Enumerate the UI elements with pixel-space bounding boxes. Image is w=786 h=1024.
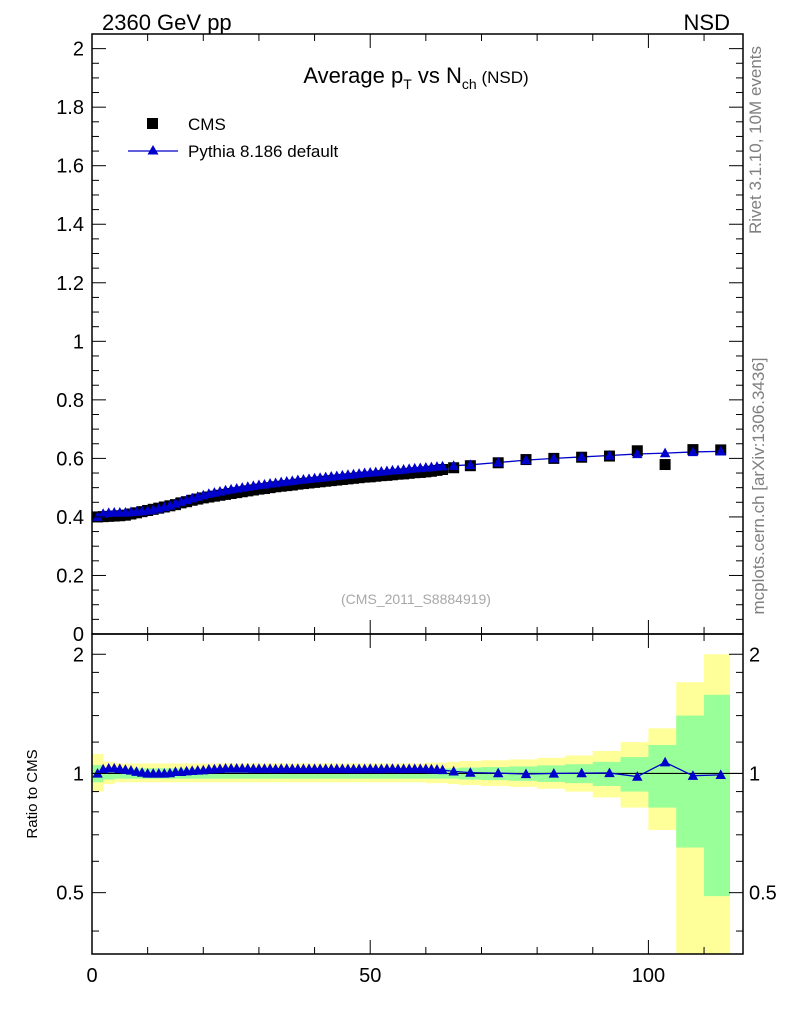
pythia-point [520,454,532,465]
pythia-point [548,452,560,463]
main-y-tick-label: 0 [73,624,84,646]
main-y-tick-label: 1.6 [56,156,84,178]
ratio-y-tick-label-right: 1 [749,763,760,785]
ratio-point [437,764,448,775]
main-y-tick-label: 1.2 [56,273,84,295]
pythia-point [632,448,643,459]
ratio-point [715,769,726,779]
pythia-point [437,460,448,471]
ratio-point [604,767,615,778]
ratio-point [687,770,699,780]
legend-cms-marker [147,118,158,129]
x-tick-labels: 0 50 100 [86,965,665,987]
ratio-y-tick-labels: 0.5 0.5 1 1 2 2 [56,644,777,904]
analysis-watermark: (CMS_2011_S8884919) [341,591,491,607]
main-axis-ticks [91,34,743,635]
process-label: NSD [684,10,730,35]
main-y-tick-label: 0.2 [56,565,84,587]
legend-pythia-label: Pythia 8.186 default [188,142,339,161]
pythia-point [715,445,726,456]
main-y-tick-label: 0.4 [56,507,84,529]
cms-point [409,467,421,479]
pythia-point [92,511,103,522]
ratio-point [548,767,560,778]
cms-point [381,469,393,481]
cms-markers [92,444,727,523]
legend: CMS Pythia 8.186 default [128,115,339,161]
chart-title: Average pT vs Nch (NSD) [303,63,528,92]
main-y-tick-label: 0.8 [56,390,84,412]
ratio-point [659,756,671,767]
ratio-y-axis-label: Ratio to CMS [24,749,41,838]
main-y-tick-label: 0.6 [56,448,84,470]
pythia-markers [92,445,726,522]
ratio-plot-area [92,654,743,954]
rivet-version-label: Rivet 3.1.10, 10M events [746,46,765,234]
mcplots-label: mcplots.cern.ch [arXiv:1306.3436] [749,357,768,614]
pythia-point [576,451,587,462]
x-tick-label: 0 [86,965,97,987]
legend-cms-label: CMS [188,115,226,134]
uncertainty-bands [92,654,731,954]
ratio-y-tick-label: 2 [73,644,84,666]
energy-label: 2360 GeV pp [102,10,232,35]
main-y-tick-labels: 0 0.2 0.4 0.6 0.8 1 1.2 1.4 1.6 1.8 2 [56,39,84,646]
pythia-point [604,449,615,460]
pythia-point [448,460,459,470]
legend-pythia-marker [147,145,159,155]
inner-band-segment [648,744,677,808]
ratio-y-tick-label: 1 [73,763,84,785]
cms-point [403,467,415,479]
cms-point [659,459,671,471]
ratio-point [520,768,532,779]
main-y-tick-label: 1.4 [56,214,84,236]
ratio-frame [91,633,744,955]
cms-point [364,471,376,483]
main-y-tick-label: 2 [73,39,84,61]
pythia-point [659,447,671,458]
ratio-y-tick-label: 0.5 [56,883,84,905]
ratio-point [465,767,476,777]
x-tick-label: 50 [359,965,381,987]
cms-point [386,469,398,481]
pythia-point [687,446,699,457]
ratio-y-tick-label-right: 2 [749,644,760,666]
ratio-point [576,767,587,778]
inner-band-segment [620,757,649,792]
inner-band-segment [704,694,731,897]
ratio-point [492,767,504,778]
main-y-tick-label: 1 [73,331,84,353]
cms-point [420,466,432,478]
cms-point [414,466,426,478]
x-tick-label: 100 [632,965,665,987]
main-y-tick-label: 1.8 [56,97,84,119]
main-plot-area [92,444,727,523]
ratio-y-tick-label-right: 0.5 [749,883,777,905]
pythia-point [465,459,476,469]
ratio-axis-ticks [91,634,743,954]
ratio-panel: 0.5 0.5 1 1 2 2 0 50 100 Ratio to CMS [24,633,777,987]
main-panel: 0 0.2 0.4 0.6 0.8 1 1.2 1.4 1.6 1.8 2 Average pT v… [56,33,744,646]
inner-band-segment [676,715,705,848]
ratio-point [632,771,643,781]
ratio-pythia-markers [92,756,726,781]
cms-point [398,468,410,480]
pythia-point [492,456,504,467]
ratio-point [92,767,103,778]
ratio-point [448,765,459,776]
